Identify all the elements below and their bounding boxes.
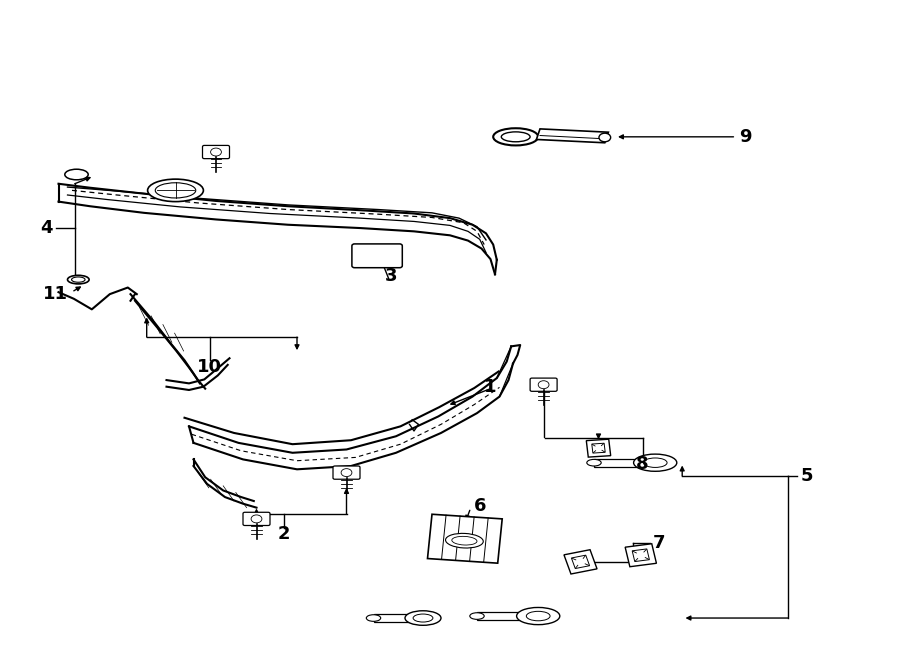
FancyBboxPatch shape <box>243 512 270 525</box>
Polygon shape <box>632 549 650 562</box>
Ellipse shape <box>68 275 89 284</box>
Ellipse shape <box>501 132 530 141</box>
Ellipse shape <box>470 613 484 619</box>
Circle shape <box>341 469 352 477</box>
Text: 1: 1 <box>484 377 497 396</box>
Text: 11: 11 <box>43 285 68 303</box>
Ellipse shape <box>644 458 667 467</box>
FancyBboxPatch shape <box>530 378 557 391</box>
Text: 9: 9 <box>739 128 752 146</box>
Ellipse shape <box>413 614 433 622</box>
Circle shape <box>538 381 549 389</box>
Ellipse shape <box>405 611 441 625</box>
Text: 5: 5 <box>800 467 813 485</box>
Circle shape <box>251 515 262 523</box>
Ellipse shape <box>517 607 560 625</box>
Polygon shape <box>592 444 605 453</box>
Polygon shape <box>594 459 655 467</box>
Polygon shape <box>428 514 502 563</box>
Ellipse shape <box>452 536 477 545</box>
Ellipse shape <box>634 454 677 471</box>
Polygon shape <box>477 612 538 620</box>
FancyBboxPatch shape <box>202 145 230 159</box>
Text: 4: 4 <box>40 219 53 237</box>
FancyBboxPatch shape <box>352 244 402 268</box>
Ellipse shape <box>587 459 601 466</box>
Ellipse shape <box>366 615 381 621</box>
Ellipse shape <box>526 611 550 621</box>
Polygon shape <box>586 439 611 457</box>
Polygon shape <box>626 544 656 566</box>
Polygon shape <box>374 614 423 622</box>
Ellipse shape <box>446 533 483 548</box>
Polygon shape <box>564 550 597 574</box>
Text: 10: 10 <box>197 358 222 376</box>
FancyBboxPatch shape <box>333 466 360 479</box>
Text: 2: 2 <box>277 525 290 543</box>
Text: 7: 7 <box>652 534 665 553</box>
Ellipse shape <box>72 277 85 282</box>
Text: 8: 8 <box>636 455 649 473</box>
Text: 3: 3 <box>385 267 398 286</box>
Polygon shape <box>536 129 608 143</box>
Polygon shape <box>572 555 590 568</box>
Ellipse shape <box>155 182 196 198</box>
Text: 6: 6 <box>473 496 486 515</box>
Ellipse shape <box>65 169 88 180</box>
Ellipse shape <box>148 179 203 202</box>
Circle shape <box>211 148 221 156</box>
Ellipse shape <box>599 133 611 141</box>
Ellipse shape <box>493 128 538 145</box>
